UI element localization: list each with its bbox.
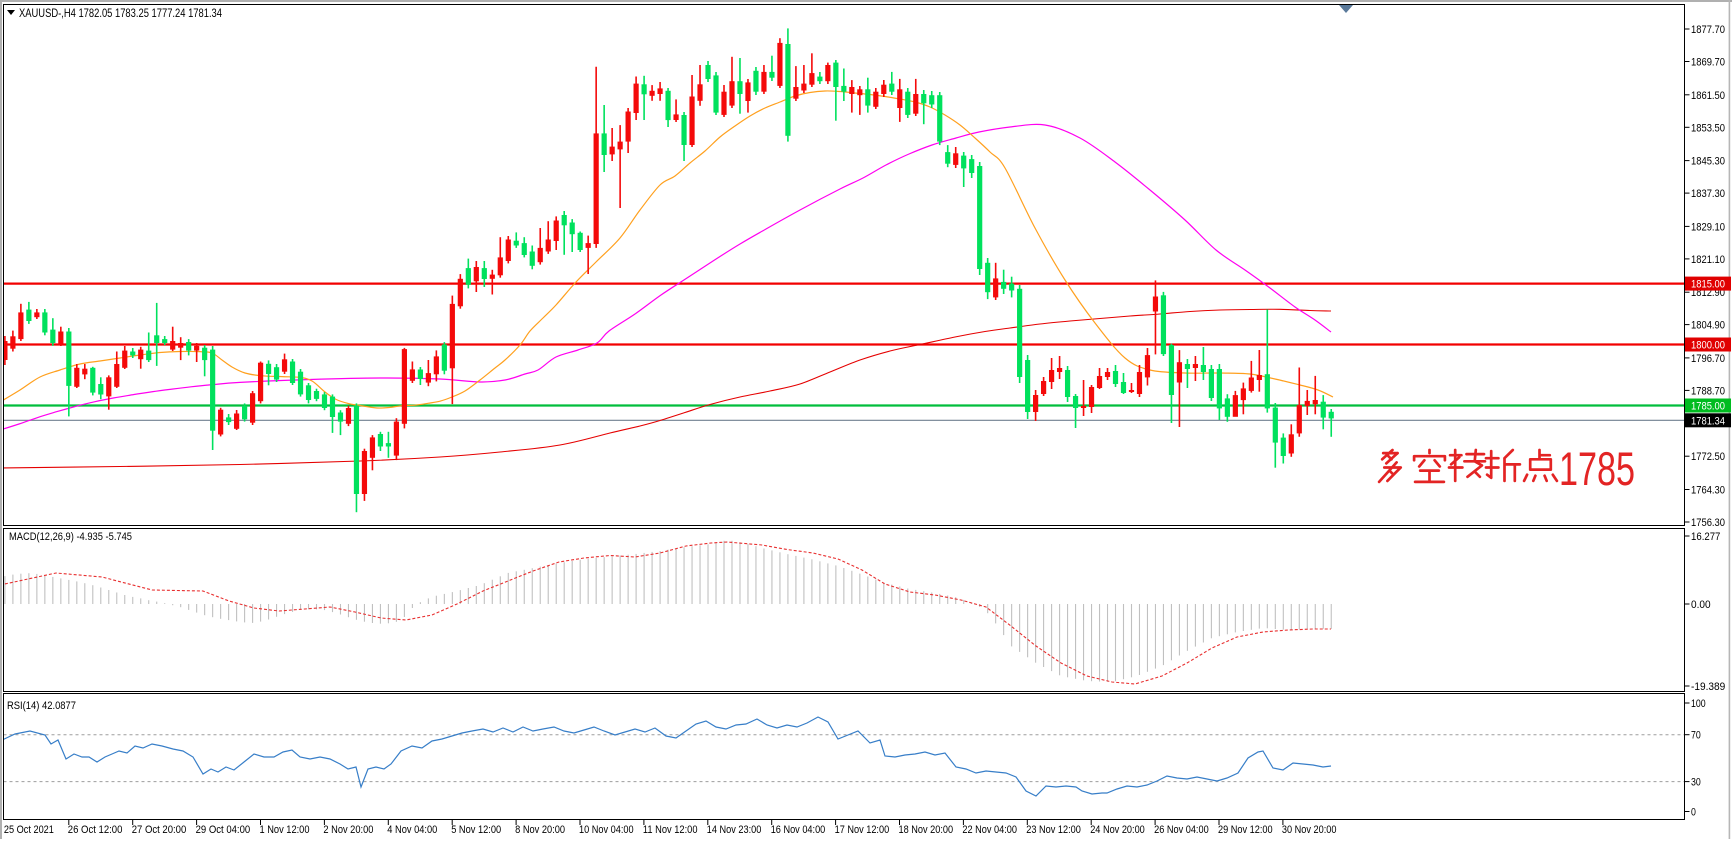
svg-text:RSI(14) 42.0877: RSI(14) 42.0877 <box>7 700 76 712</box>
svg-text:23 Nov 12:00: 23 Nov 12:00 <box>1026 824 1081 836</box>
svg-text:11 Nov 12:00: 11 Nov 12:00 <box>643 824 698 836</box>
svg-text:-19.389: -19.389 <box>1691 681 1725 693</box>
svg-text:14 Nov 23:00: 14 Nov 23:00 <box>707 824 762 836</box>
svg-text:27 Oct 20:00: 27 Oct 20:00 <box>132 824 187 836</box>
svg-text:MACD(12,26,9) -4.935 -5.745: MACD(12,26,9) -4.935 -5.745 <box>9 531 132 543</box>
svg-text:1845.30: 1845.30 <box>1691 156 1725 168</box>
svg-text:1815.00: 1815.00 <box>1691 279 1725 291</box>
svg-text:1781.34: 1781.34 <box>1691 415 1725 427</box>
svg-text:1788.70: 1788.70 <box>1691 385 1725 397</box>
svg-text:1785: 1785 <box>1559 442 1635 495</box>
svg-text:1796.70: 1796.70 <box>1691 353 1725 365</box>
svg-text:1756.30: 1756.30 <box>1691 517 1725 529</box>
svg-text:1837.30: 1837.30 <box>1691 188 1725 200</box>
svg-text:0: 0 <box>1691 807 1696 819</box>
svg-text:1829.10: 1829.10 <box>1691 221 1725 233</box>
svg-text:30 Nov 20:00: 30 Nov 20:00 <box>1282 824 1337 836</box>
svg-text:100: 100 <box>1691 698 1706 710</box>
svg-text:16 Nov 04:00: 16 Nov 04:00 <box>771 824 826 836</box>
svg-text:8 Nov 20:00: 8 Nov 20:00 <box>515 824 565 836</box>
svg-text:1804.90: 1804.90 <box>1691 320 1725 332</box>
svg-text:1764.30: 1764.30 <box>1691 485 1725 497</box>
svg-text:22 Nov 04:00: 22 Nov 04:00 <box>962 824 1017 836</box>
svg-text:26 Oct 12:00: 26 Oct 12:00 <box>68 824 123 836</box>
svg-text:17 Nov 12:00: 17 Nov 12:00 <box>835 824 890 836</box>
svg-text:5 Nov 12:00: 5 Nov 12:00 <box>451 824 501 836</box>
svg-text:24 Nov 20:00: 24 Nov 20:00 <box>1090 824 1145 836</box>
svg-text:10 Nov 04:00: 10 Nov 04:00 <box>579 824 634 836</box>
svg-text:1877.70: 1877.70 <box>1691 24 1725 36</box>
svg-text:26 Nov 04:00: 26 Nov 04:00 <box>1154 824 1209 836</box>
svg-text:1785.00: 1785.00 <box>1691 400 1725 412</box>
svg-text:2 Nov 20:00: 2 Nov 20:00 <box>323 824 373 836</box>
svg-text:1 Nov 12:00: 1 Nov 12:00 <box>260 824 310 836</box>
svg-text:1853.50: 1853.50 <box>1691 122 1725 134</box>
svg-text:70: 70 <box>1691 730 1701 742</box>
svg-text:30: 30 <box>1691 777 1701 789</box>
svg-text:16.277: 16.277 <box>1691 531 1720 543</box>
svg-text:4 Nov 04:00: 4 Nov 04:00 <box>387 824 437 836</box>
svg-text:18 Nov 20:00: 18 Nov 20:00 <box>899 824 954 836</box>
svg-text:1821.10: 1821.10 <box>1691 254 1725 266</box>
svg-text:1861.50: 1861.50 <box>1691 90 1725 102</box>
svg-text:25 Oct 2021: 25 Oct 2021 <box>4 824 54 836</box>
svg-text:1869.70: 1869.70 <box>1691 56 1725 68</box>
svg-text:1800.00: 1800.00 <box>1691 340 1725 352</box>
svg-text:1772.50: 1772.50 <box>1691 451 1725 463</box>
svg-text:0.00: 0.00 <box>1691 599 1711 611</box>
svg-text:XAUUSD-,H4 1782.05 1783.25 177: XAUUSD-,H4 1782.05 1783.25 1777.24 1781.… <box>19 6 222 20</box>
svg-text:29 Nov 12:00: 29 Nov 12:00 <box>1218 824 1273 836</box>
svg-text:29 Oct 04:00: 29 Oct 04:00 <box>196 824 251 836</box>
